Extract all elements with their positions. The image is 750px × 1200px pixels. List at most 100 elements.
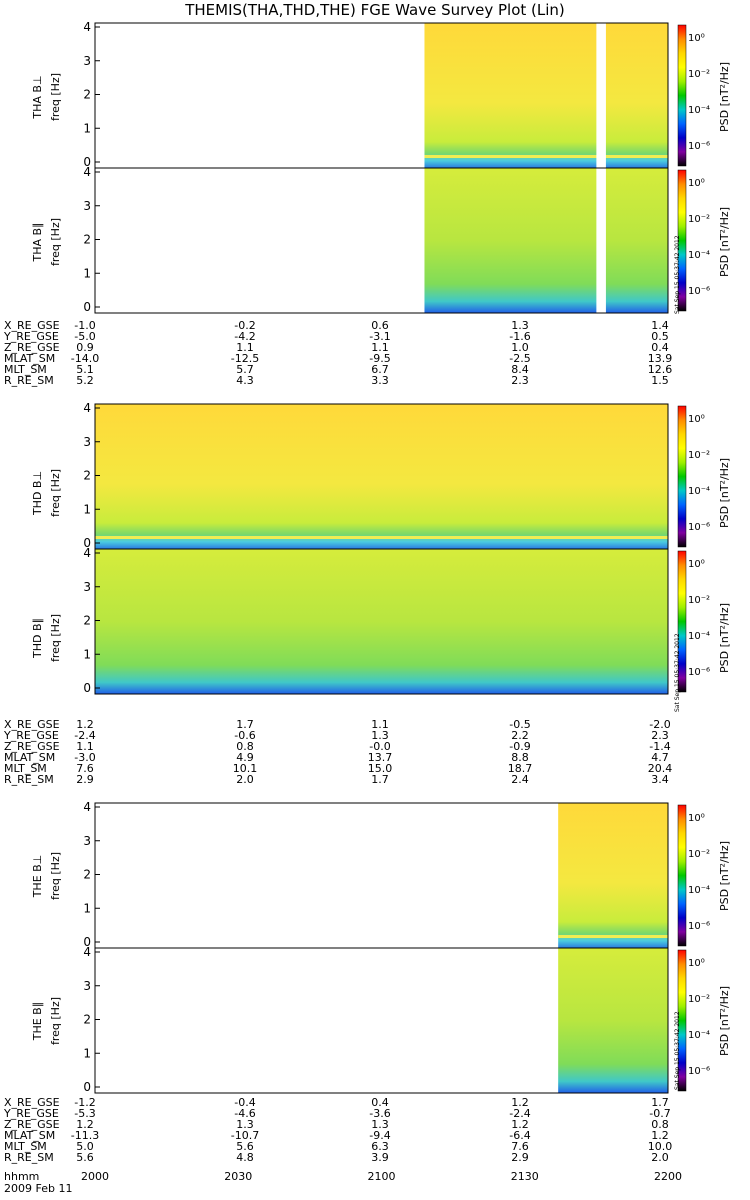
ephemeris-row: R_RE_SM 5.2 4.3 3.3 2.3 1.5 — [0, 374, 750, 387]
ephemeris-value: 2.3 — [511, 374, 529, 387]
ephemeris-value: -3.6 — [369, 1107, 391, 1120]
ephemeris-value: 2.3 — [651, 729, 669, 742]
ephemeris-value: 4.3 — [236, 374, 254, 387]
ephemeris-value: 10.1 — [232, 762, 258, 775]
ephemeris-value: 1.5 — [651, 374, 669, 387]
ephemeris-row: X_RE_GSE 1.2 1.7 1.1 -0.5 -2.0 — [0, 718, 750, 731]
ephemeris-label: R_RE_SM — [4, 1151, 54, 1164]
ephemeris-label: MLT_SM — [4, 363, 47, 376]
y-tick-label: 4 — [83, 945, 91, 959]
ephemeris-label: X_RE_GSE — [4, 1096, 60, 1109]
colorbar-tick-label: 10⁻⁶ — [688, 921, 710, 932]
colorbar-tick-label: 10⁰ — [688, 414, 705, 425]
time-axis-label: hhmm — [4, 1170, 39, 1183]
colorbar-tick-label: 10⁻⁴ — [688, 105, 710, 116]
ephemeris-label: Z_RE_GSE — [4, 1118, 60, 1131]
spectrogram-band — [558, 935, 668, 938]
spectrogram-data — [424, 168, 668, 313]
ephemeris-value: -1.4 — [649, 740, 671, 753]
ephemeris-value: 8.8 — [511, 751, 529, 764]
ephemeris-value: -5.3 — [74, 1107, 96, 1120]
time-tick-label: 2100 — [368, 1170, 396, 1183]
ephemeris-value: -1.6 — [509, 330, 531, 343]
colorbar-label: PSD [nT²/Hz] — [718, 840, 731, 912]
ephemeris-value: -0.6 — [234, 729, 256, 742]
ephemeris-value: 2.2 — [511, 729, 529, 742]
y-tick-label: 3 — [83, 834, 91, 848]
ephemeris-label: Z_RE_GSE — [4, 341, 60, 354]
ephemeris-row: R_RE_SM 2.9 2.0 1.7 2.4 3.4 — [0, 773, 750, 786]
ephemeris-value: 0.4 — [651, 341, 669, 354]
time-tick-label: 2000 — [81, 1170, 109, 1183]
ephemeris-value: -10.7 — [230, 1129, 260, 1142]
ephemeris-label: X_RE_GSE — [4, 319, 60, 332]
y-tick-label: 1 — [83, 502, 91, 516]
colorbar-tick-label: 10⁻⁶ — [688, 667, 710, 678]
colorbar-tick-label: 10⁻⁶ — [688, 1066, 710, 1077]
ephemeris-value: 20.4 — [647, 762, 673, 775]
ephemeris-value: 3.3 — [371, 374, 389, 387]
ephemeris-label: MLAT_SM — [4, 1129, 56, 1142]
ephemeris-row: Y_RE_GSE -5.3 -4.6 -3.6 -2.4 -0.7 — [0, 1107, 750, 1120]
ephemeris-value: 1.2 — [511, 1096, 529, 1109]
ephemeris-value: 13.9 — [647, 352, 673, 365]
ephemeris-row: MLAT_SM -3.0 4.9 13.7 8.8 4.7 — [0, 751, 750, 764]
time-tick-label: 2030 — [224, 1170, 252, 1183]
y-tick-label: 0 — [83, 300, 91, 314]
ephemeris-value: -0.0 — [369, 740, 391, 753]
ephemeris-value: 0.5 — [651, 330, 669, 343]
colorbar-tick-label: 10⁻⁴ — [688, 1030, 710, 1041]
data-gap — [596, 168, 606, 313]
colorbar-tick-label: 10⁻⁴ — [688, 631, 710, 642]
colorbar-tick-label: 10⁰ — [688, 958, 705, 969]
colorbar-tick-label: 10⁻² — [688, 450, 710, 461]
ephemeris-value: 1.2 — [76, 1118, 94, 1131]
ephemeris-value: 1.7 — [236, 718, 254, 731]
ephemeris-value: 5.6 — [76, 1151, 94, 1164]
ephemeris-value: 5.7 — [236, 363, 254, 376]
spectrogram-band — [95, 536, 668, 539]
freq-label-thd-perp: freq [Hz] — [49, 468, 62, 518]
y-tick-label: 3 — [83, 580, 91, 594]
ephemeris-value: -0.7 — [649, 1107, 671, 1120]
ephemeris-value: 0.4 — [371, 1096, 389, 1109]
y-tick-label: 3 — [83, 979, 91, 993]
ephemeris-block-thd: X_RE_GSE 1.2 1.7 1.1 -0.5 -2.0 Y_RE_GSE -2.4 -0.… — [0, 718, 750, 792]
y-tick-label: 2 — [83, 469, 91, 483]
timestamp: Sat Sep 15 05:37:42 2012 — [674, 235, 681, 314]
y-tick-label: 4 — [83, 20, 91, 34]
ephemeris-value: 7.6 — [511, 1140, 529, 1153]
colorbar-tick-label: 10⁻² — [688, 849, 710, 860]
y-tick-label: 2 — [83, 868, 91, 882]
y-tick-label: 2 — [83, 1013, 91, 1027]
colorbar-tick-label: 10⁻² — [688, 994, 710, 1005]
freq-label-tha-perp: freq [Hz] — [49, 72, 62, 122]
ephemeris-value: 1.2 — [76, 718, 94, 731]
ephemeris-value: -3.1 — [369, 330, 391, 343]
ephemeris-value: -6.4 — [509, 1129, 531, 1142]
ephemeris-value: 1.7 — [651, 1096, 669, 1109]
ephemeris-row: MLT_SM 5.0 5.6 6.3 7.6 10.0 — [0, 1140, 750, 1153]
colorbar-tick-label: 10⁰ — [688, 559, 705, 570]
ephemeris-value: 5.6 — [236, 1140, 254, 1153]
spectrogram-data — [95, 549, 668, 694]
ephemeris-row: Z_RE_GSE 0.9 1.1 1.1 1.0 0.4 — [0, 341, 750, 354]
y-tick-label: 3 — [83, 199, 91, 213]
ephemeris-value: -1.2 — [74, 1096, 96, 1109]
panel-frame — [94, 167, 669, 314]
colorbar-tick-label: 10⁻⁶ — [688, 286, 710, 297]
date-label: 2009 Feb 11 — [4, 1182, 72, 1195]
y-tick-label: 0 — [83, 681, 91, 695]
ephemeris-value: 12.6 — [647, 363, 673, 376]
ephemeris-value: 13.7 — [367, 751, 393, 764]
colorbar — [677, 169, 687, 312]
ephemeris-row: Y_RE_GSE -5.0 -4.2 -3.1 -1.6 0.5 — [0, 330, 750, 343]
ephemeris-label: MLT_SM — [4, 762, 47, 775]
colorbar — [677, 804, 687, 947]
ephemeris-value: -14.0 — [70, 352, 100, 365]
ephemeris-value: 5.1 — [76, 363, 94, 376]
ephemeris-label: Y_RE_GSE — [4, 330, 59, 343]
ephemeris-value: 2.4 — [511, 773, 529, 786]
ephemeris-value: -0.5 — [509, 718, 531, 731]
